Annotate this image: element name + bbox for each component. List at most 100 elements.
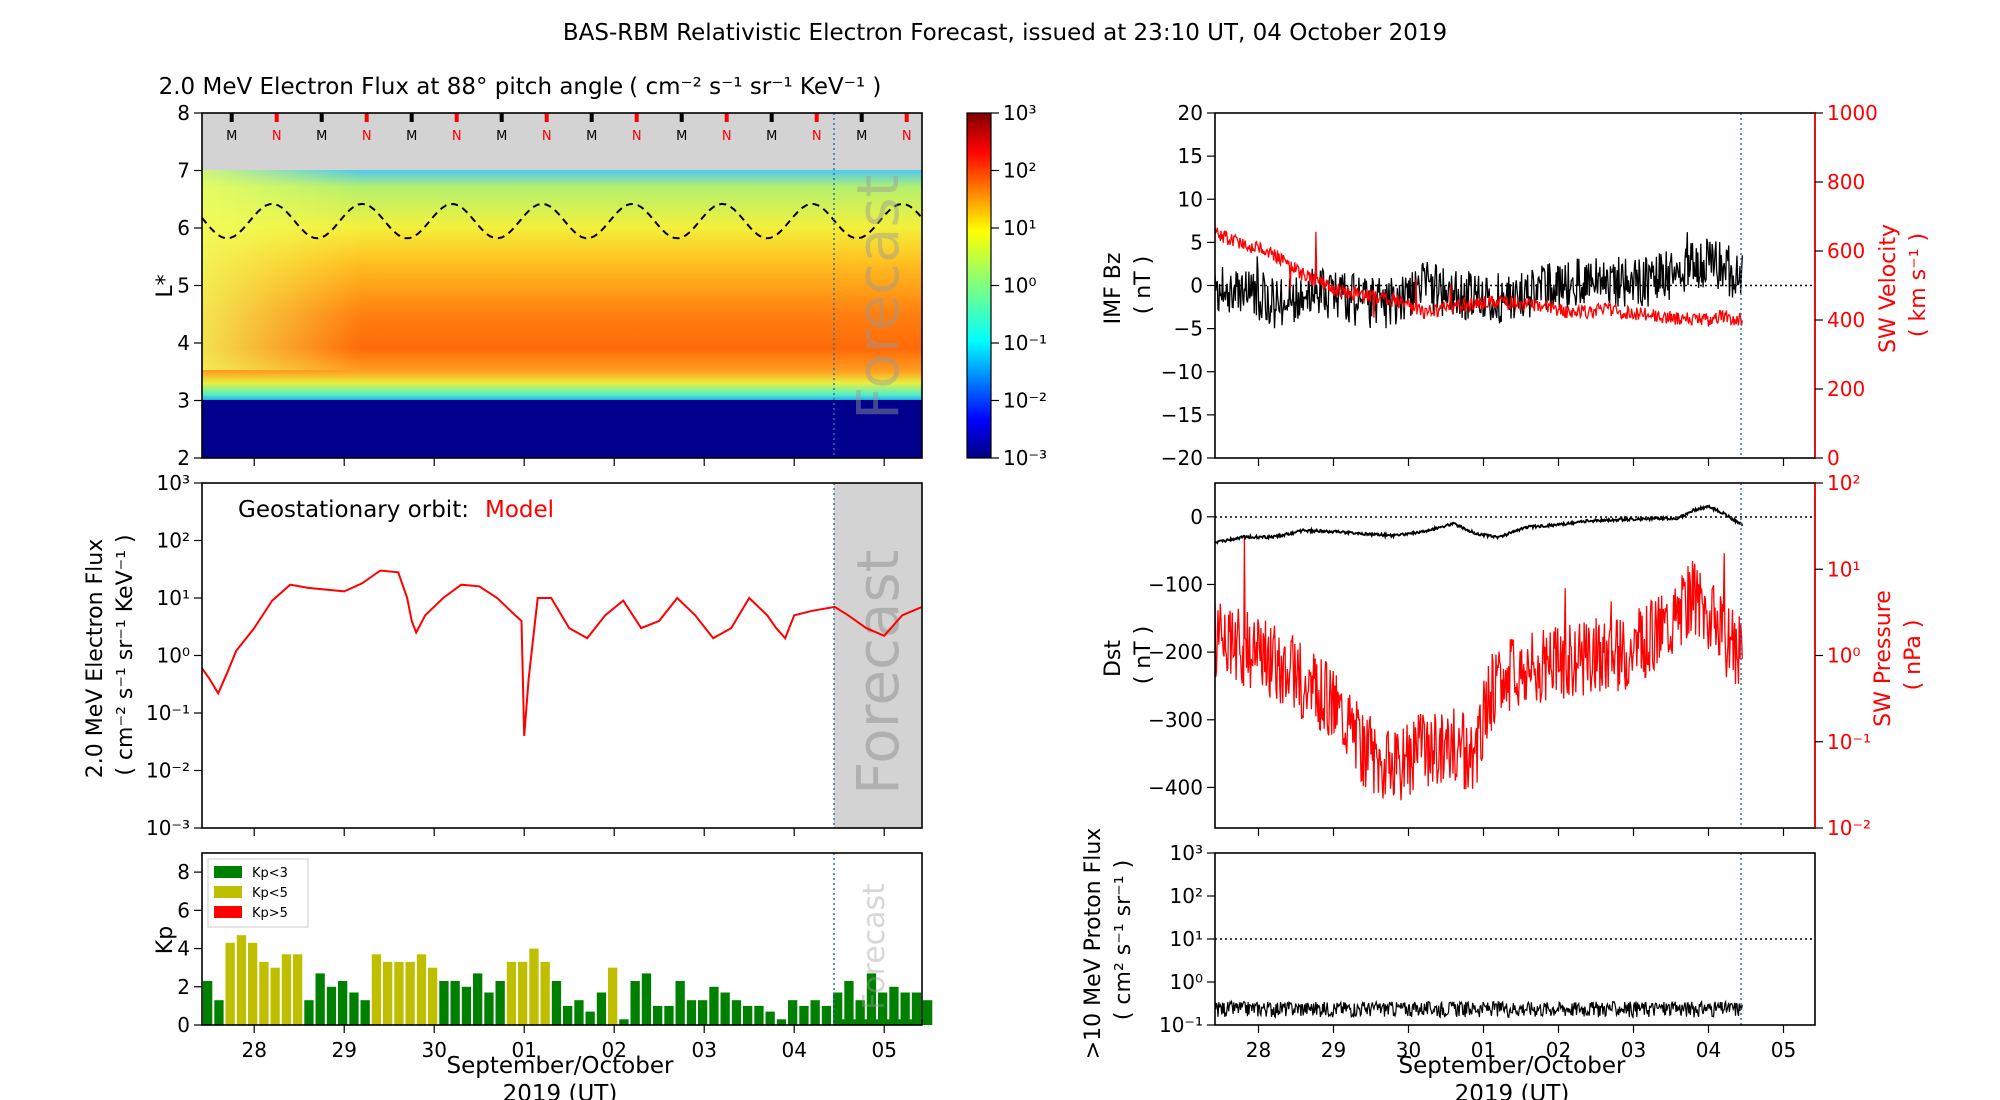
kp-x-tick-label-5: 03: [691, 1038, 716, 1062]
forecast-label-kp: Forecast: [857, 883, 892, 1010]
kp-bar-55: [821, 1005, 832, 1025]
kp-x-ticks: 28 29 30 01 02 03 04 05: [241, 1025, 897, 1062]
colorbar-tick-label-5: 10²: [1003, 159, 1036, 183]
kp-bar-53: [799, 1005, 809, 1025]
pressure-y-tick-label-3: 10⁻¹: [1827, 730, 1871, 754]
kp-forecast-bar-4: [880, 1019, 890, 1025]
proton-x-ticks: 28 29 30 01 02 03 04 05: [1246, 1025, 1796, 1062]
kp-bar-21: [439, 981, 449, 1025]
geo-flux-panel: Forecast Geostationary orbit: Model 10⁻³1…: [83, 471, 923, 840]
heatmap-gray-top: [202, 113, 922, 170]
proton-y-tick-label-2: 10¹: [1170, 927, 1203, 951]
legend-swatch-kp-high: [214, 906, 242, 918]
marker-bar-10: [679, 113, 684, 122]
sw-velocity-y-ticks: 1000 800 600 400 200 0: [1815, 101, 1878, 470]
kp-bar-17: [394, 961, 404, 1025]
dst-y-tick-label-2: −200: [1148, 640, 1203, 664]
kp-bar-39: [641, 973, 652, 1025]
imf-panel: 20 15 10 5 0 −5 −10 −15 −20 1000 800 600 400 200 0 IM…: [1101, 101, 1931, 470]
kp-forecast-bar-1: [847, 1019, 857, 1025]
kp-bar-15: [371, 954, 382, 1025]
kp-bar-18: [405, 961, 415, 1025]
dst-y-tick-label-4: −400: [1148, 775, 1203, 799]
kp-bar-20: [428, 967, 438, 1025]
kp-bar-48: [743, 1005, 753, 1025]
marker-bar-9: [634, 113, 639, 122]
legend-label-kp-high: Kp>5: [252, 906, 288, 921]
marker-bar-3: [364, 113, 369, 122]
heatmap-y-ticks: 2 3 4 5 6 7 8: [177, 101, 885, 470]
proton-x-tick-label-7: 05: [1771, 1038, 1796, 1062]
marker-bar-5: [454, 113, 459, 122]
marker-bar-13: [814, 113, 819, 122]
geo-y-tick-label-3: 10⁰: [157, 644, 190, 668]
kp-x-tick-label-1: 29: [331, 1038, 356, 1062]
figure-title: BAS-RBM Relativistic Electron Forecast, …: [563, 20, 1447, 46]
colorbar-tick-label-1: 10⁻²: [1003, 389, 1047, 413]
marker-bar-11: [724, 113, 729, 122]
kp-y-tick-label-2: 4: [177, 937, 190, 961]
marker-label-12: M: [766, 129, 777, 144]
proton-panel: 10⁻¹ 10⁰ 10¹ 10² 10³ 28 29 30 01 02 03 04 05 >10 Me…: [1081, 821, 1816, 1100]
sw-pressure-line: [1215, 538, 1743, 801]
kp-bar-5: [259, 961, 269, 1025]
kp-bar-34: [585, 1011, 595, 1025]
heatmap-deep-bottom: [202, 400, 922, 458]
marker-bar-12: [769, 113, 774, 122]
velocity-y-tick-label-0: 1000: [1827, 101, 1878, 125]
sw-velocity-ylabel: SW Velocity ( km s⁻¹ ): [1876, 217, 1931, 353]
kp-bar-36: [608, 967, 618, 1025]
imf-y-tick-label-0: 20: [1178, 101, 1203, 125]
kp-bar-44: [698, 1000, 708, 1025]
kp-x-tick-label-4: 02: [601, 1038, 626, 1062]
imf-y-tick-label-4: 0: [1190, 274, 1203, 298]
pressure-y-tick-label-4: 10⁻²: [1827, 816, 1871, 840]
marker-label-14: M: [856, 129, 867, 144]
dst-panel: 0 −100 −200 −300 −400 10² 10¹ 10⁰ 10⁻¹ 10⁻² Dst …: [1101, 471, 1926, 840]
legend-label-kp-low: Kp<3: [252, 866, 288, 881]
colorbar-tick-label-6: 10³: [1003, 101, 1036, 125]
dst-y-tick-label-0: 0: [1190, 505, 1203, 529]
kp-frame: [201, 852, 923, 1026]
kp-bar-29: [529, 948, 539, 1025]
kp-bar-37: [619, 1019, 629, 1025]
kp-bar-16: [383, 961, 393, 1025]
kp-bar-23: [461, 986, 472, 1025]
kp-bar-32: [563, 1005, 573, 1025]
proton-ylabel: >10 MeV Proton Flux ( cm² s⁻¹ sr⁻¹ ): [1081, 821, 1136, 1060]
marker-bar-16: [950, 113, 954, 122]
heatmap-y-tick-label-4: 6: [177, 216, 190, 240]
kp-bar-31: [551, 981, 562, 1025]
forecast-label-heatmap: Forecast: [844, 175, 912, 420]
velocity-y-tick-label-2: 600: [1827, 239, 1865, 263]
heatmap-ylabel: L*: [153, 274, 178, 297]
proton-y-ticks: 10⁻¹ 10⁰ 10¹ 10² 10³: [1159, 841, 1215, 1037]
kp-bar-12: [338, 981, 348, 1025]
colorbar-tick-label-3: 10⁰: [1003, 274, 1036, 298]
marker-bar-6: [499, 113, 504, 122]
kp-y-tick-label-1: 2: [177, 975, 190, 999]
kp-x-tick-label-7: 05: [871, 1038, 896, 1062]
kp-bar-22: [450, 981, 460, 1025]
kp-bar-35: [596, 992, 607, 1025]
right-xlabel-line2: 2019 (UT): [1455, 1081, 1570, 1100]
imf-y-tick-label-6: −10: [1161, 360, 1203, 384]
kp-bar-33: [574, 1000, 584, 1025]
kp-bar-49: [754, 1005, 764, 1025]
heatmap-left-band: [202, 170, 362, 370]
dst-y-tick-label-1: −100: [1148, 572, 1203, 596]
sw-pressure-ylabel: SW Pressure ( nPa ): [1871, 583, 1926, 727]
pressure-y-tick-label-1: 10¹: [1827, 557, 1860, 581]
imf-y-ticks: 20 15 10 5 0 −5 −10 −15 −20: [1161, 101, 1215, 470]
flux-heatmap-panel: 2.0 MeV Electron Flux at 88° pitch angle…: [153, 74, 954, 470]
sw-pressure-y-ticks: 10² 10¹ 10⁰ 10⁻¹ 10⁻²: [1815, 471, 1871, 840]
kp-bar-61: [889, 986, 899, 1025]
right-xlabel-line1: September/October: [1399, 1053, 1626, 1079]
proton-x-tick-label-1: 29: [1321, 1038, 1346, 1062]
imf-y-tick-label-7: −15: [1161, 403, 1203, 427]
kp-bar-27: [506, 961, 517, 1025]
heatmap-y-tick-label-5: 7: [177, 159, 190, 183]
imf-y-tick-label-5: −5: [1174, 317, 1203, 341]
